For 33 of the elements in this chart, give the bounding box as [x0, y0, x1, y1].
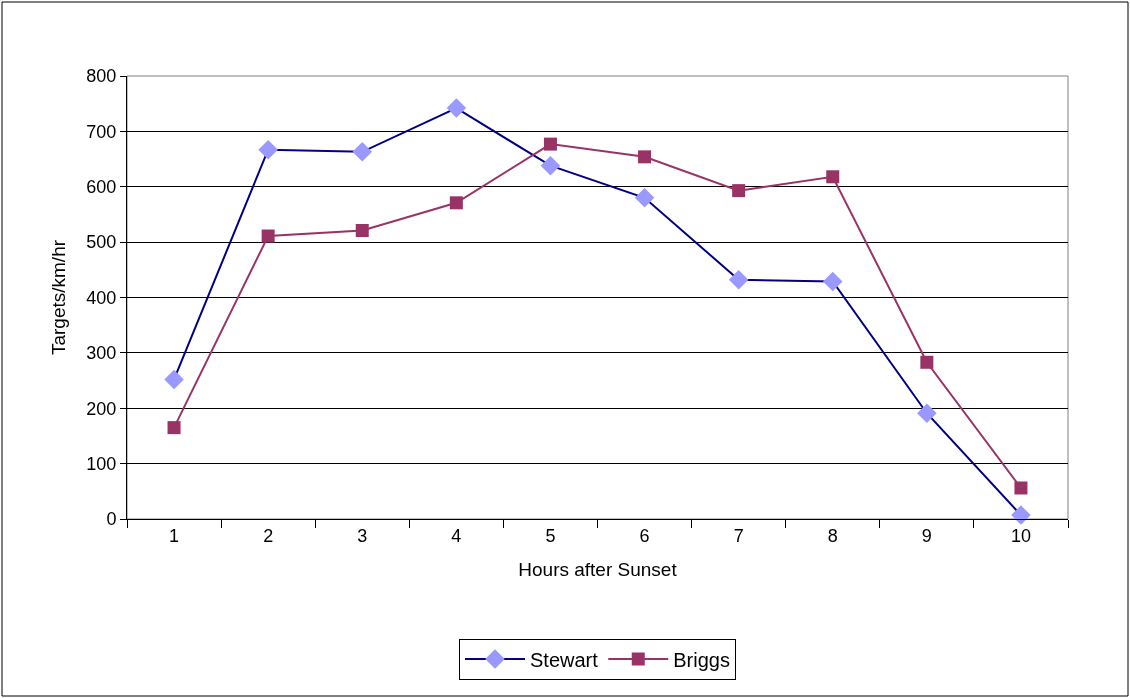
y-tick-label: 600 [86, 177, 117, 198]
y-tick-label: 700 [86, 121, 117, 142]
y-tick-label: 0 [106, 509, 117, 530]
point [355, 224, 369, 237]
point [920, 355, 934, 369]
y-tick-label: 400 [86, 287, 117, 308]
y-tick-label: 500 [86, 232, 117, 253]
point [732, 184, 746, 198]
y-tick-label: 800 [86, 66, 117, 87]
x-tick-label: 10 [1010, 525, 1031, 546]
point [261, 229, 275, 243]
y-tick-label: 100 [86, 453, 117, 474]
x-tick-label: 4 [451, 525, 462, 546]
x-tick-label: 7 [733, 525, 744, 546]
point [543, 137, 557, 151]
point [638, 150, 652, 164]
x-tick-label: 6 [639, 525, 650, 546]
point [449, 196, 463, 210]
x-tick-label: 5 [545, 525, 556, 546]
legend-label: Stewart [530, 648, 599, 671]
x-tick-label: 9 [921, 525, 932, 546]
x-tick-label: 1 [169, 525, 180, 546]
point [167, 421, 181, 435]
y-tick-label: 200 [86, 398, 117, 419]
x-tick-label: 3 [357, 525, 368, 546]
y-axis-title: Targets/km/hr [48, 239, 70, 356]
y-tick-label: 300 [86, 343, 117, 364]
x-tick-label: 2 [263, 525, 274, 546]
x-tick-label: 8 [827, 525, 838, 546]
x-axis-title: Hours after Sunset [518, 559, 678, 581]
point [826, 170, 840, 184]
point [1014, 481, 1028, 495]
legend-label: Briggs [673, 648, 730, 671]
